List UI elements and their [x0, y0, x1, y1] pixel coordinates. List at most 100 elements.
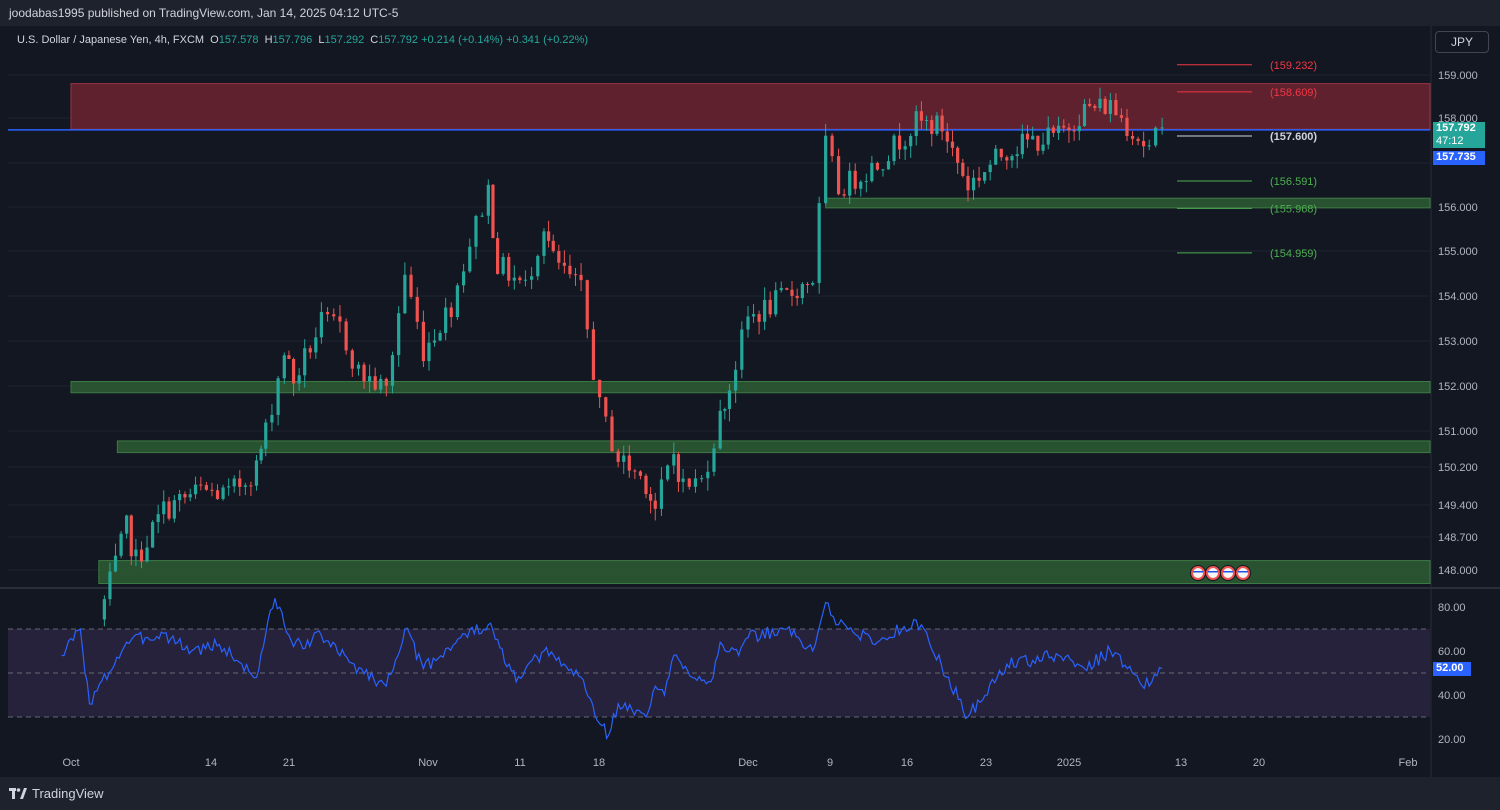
- price-tick-label-8: 151.000: [1438, 426, 1478, 438]
- candle-body-22: [221, 487, 225, 499]
- candle-body-157: [983, 172, 987, 181]
- candle-body-188: [1147, 145, 1151, 147]
- candle-body-12: [167, 501, 171, 519]
- candle-body-136: [870, 162, 874, 182]
- candle-body-105: [693, 478, 698, 487]
- candle-body-169: [1046, 127, 1050, 145]
- price-axis: 159.000158.000156.000155.000154.000153.0…: [1430, 26, 1478, 777]
- candle-body-52: [390, 355, 395, 386]
- candle-body-10: [156, 514, 160, 523]
- time-tick-label-13: Feb: [1399, 757, 1418, 769]
- candle-body-51: [384, 378, 388, 386]
- top-bar: [0, 0, 1500, 26]
- candle-body-167: [1036, 135, 1040, 151]
- candle-body-45: [350, 350, 354, 369]
- candle-body-110: [723, 408, 727, 411]
- candle-body-42: [332, 314, 336, 317]
- candle-body-121: [785, 288, 789, 290]
- candle-body-2: [113, 555, 118, 572]
- candle-body-138: [881, 169, 885, 171]
- candle-body-44: [344, 321, 348, 351]
- candle-body-156: [977, 177, 981, 181]
- event-icon-inner-3: [1238, 568, 1248, 578]
- level-label-1: (158.609): [1270, 87, 1317, 99]
- zones: [70, 83, 1431, 584]
- candle-body-146: [924, 120, 929, 122]
- time-tick-label-10: 2025: [1057, 757, 1081, 769]
- event-icon-inner-0: [1193, 568, 1203, 578]
- candle-body-120: [779, 288, 783, 291]
- candle-body-35: [291, 358, 296, 384]
- candle-body-101: [672, 454, 676, 466]
- candle-body-71: [501, 256, 505, 274]
- candle-body-79: [547, 231, 551, 241]
- candle-body-103: [681, 478, 685, 482]
- candle-body-15: [183, 494, 187, 498]
- level-label-3: (156.591): [1270, 176, 1317, 188]
- candle-body-177: [1088, 103, 1092, 106]
- candle-body-65: [468, 246, 472, 272]
- candle-body-88: [598, 379, 602, 398]
- candle-body-183: [1119, 115, 1124, 118]
- candle-body-154: [966, 175, 970, 191]
- candle-body-184: [1125, 117, 1129, 136]
- open-label: O: [210, 34, 219, 46]
- candle-body-68: [486, 184, 490, 216]
- candle-body-145: [919, 111, 924, 121]
- time-axis: Oct 14 21 Nov 11 18 Dec 9 16 23 2025 13 20 Feb: [62, 757, 1417, 769]
- candle-body-187: [1142, 140, 1146, 147]
- candle-body-31: [270, 414, 274, 423]
- candle-body-127: [817, 203, 821, 284]
- candle-body-33: [282, 355, 286, 379]
- candle-body-37: [303, 348, 307, 376]
- candle-body-155: [971, 177, 976, 191]
- candle-body-182: [1114, 100, 1118, 116]
- event-icon-stripe-1: [1208, 571, 1218, 573]
- candle-body-62: [449, 307, 453, 318]
- time-tick-label-0: Oct: [62, 757, 79, 769]
- tradingview-brand: TradingView: [32, 786, 104, 801]
- candle-body-8: [145, 547, 149, 562]
- candle-body-86: [585, 280, 589, 330]
- candle-body-164: [1020, 133, 1024, 155]
- rsi-line: [61, 598, 1163, 741]
- candle-body-171: [1056, 125, 1061, 133]
- rsi-tick-label-1: 60.00: [1438, 646, 1466, 658]
- resistance-zone-0: [70, 83, 1431, 130]
- candle-body-132: [848, 170, 852, 196]
- candle-body-57: [421, 321, 426, 362]
- candle-body-176: [1082, 103, 1087, 127]
- tradingview-logo[interactable]: TradingView: [9, 786, 104, 801]
- event-icon-stripe-3: [1238, 571, 1248, 573]
- candle-body-144: [914, 111, 918, 137]
- candle-body-55: [409, 274, 413, 297]
- candle-body-54: [403, 274, 407, 314]
- candle-body-181: [1108, 100, 1112, 114]
- candle-body-27: [249, 485, 253, 487]
- candle-body-29: [259, 448, 263, 461]
- candle-body-84: [573, 274, 578, 276]
- candle-body-43: [338, 316, 342, 322]
- high-label: H: [264, 34, 273, 46]
- event-icons: [1190, 565, 1251, 581]
- time-tick-label-11: 13: [1175, 757, 1187, 769]
- candle-body-168: [1041, 144, 1045, 151]
- candle-body-97: [649, 494, 653, 501]
- candle-body-14: [178, 494, 182, 501]
- candle-body-30: [264, 422, 268, 449]
- candle-body-139: [886, 161, 891, 170]
- candle-body-69: [491, 184, 495, 239]
- countdown-tag: 47:12: [1433, 135, 1485, 148]
- candle-body-107: [706, 471, 710, 479]
- candle-body-9: [151, 522, 155, 548]
- candle-body-140: [892, 135, 896, 162]
- candle-body-56: [415, 296, 419, 322]
- candle-body-106: [700, 478, 704, 480]
- candle-body-93: [627, 455, 631, 471]
- change-value: +0.214 (+0.14%): [421, 34, 504, 46]
- time-tick-label-3: Nov: [418, 757, 438, 769]
- candle-body-6: [134, 549, 138, 557]
- chart-canvas[interactable]: (159.232) (158.609) (157.600) (156.591) (155…: [0, 26, 1500, 777]
- currency-button[interactable]: JPY: [1435, 31, 1489, 53]
- candle-body-92: [622, 455, 626, 462]
